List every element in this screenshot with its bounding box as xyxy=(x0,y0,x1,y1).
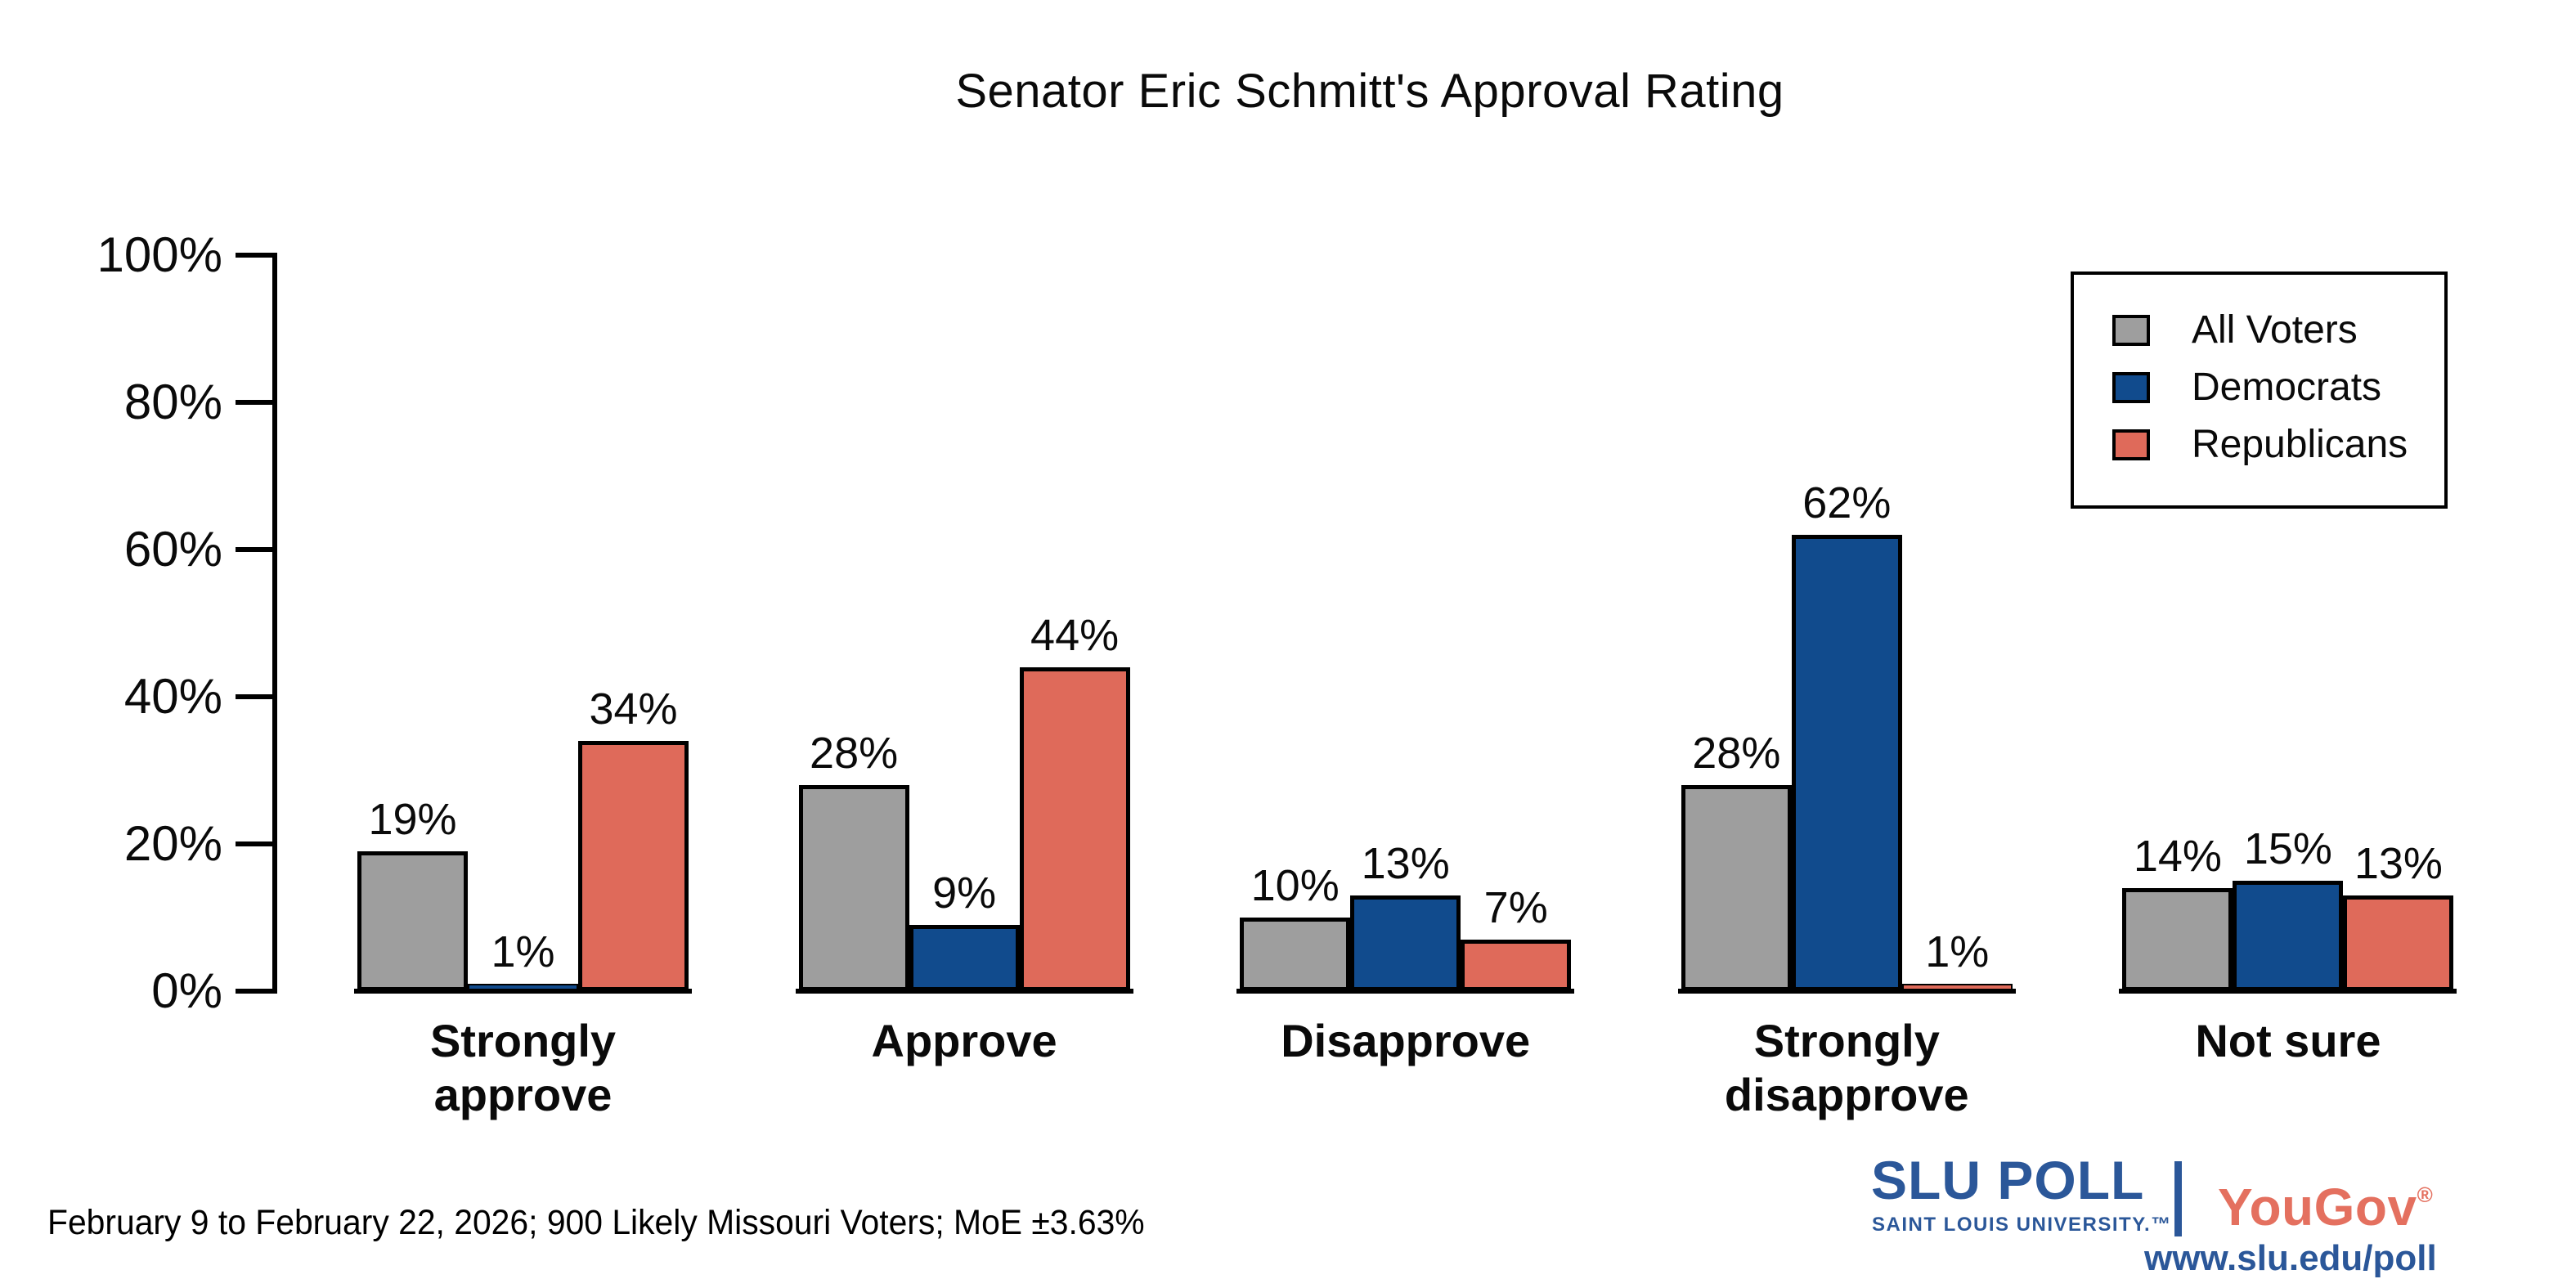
bar-democrats-strongly-disapprove xyxy=(1791,535,1902,991)
category-label-approve: Approve xyxy=(871,1015,1057,1066)
value-label-democrats-approve: 9% xyxy=(932,868,997,918)
y-axis-tick-80 xyxy=(236,400,272,405)
bar-all-voters-strongly-disapprove xyxy=(1681,785,1792,991)
legend-swatch-republicans xyxy=(2112,429,2150,460)
y-axis-tick-label-60: 60% xyxy=(123,522,222,577)
slu-university-logo-subtitle: SAINT LOUIS UNIVERSITY.™ xyxy=(1872,1214,2172,1236)
legend-box: All Voters Democrats Republicans xyxy=(2071,272,2448,509)
category-label-not-sure: Not sure xyxy=(2195,1015,2381,1066)
value-label-republicans-approve: 44% xyxy=(1030,611,1120,660)
y-axis-tick-60 xyxy=(236,547,272,552)
value-label-democrats-not-sure: 15% xyxy=(2243,824,2332,873)
value-label-all-voters-not-sure: 14% xyxy=(2133,832,2222,881)
logo-separator-bar xyxy=(2174,1161,2182,1236)
y-axis-tick-label-80: 80% xyxy=(123,375,222,429)
bar-republicans-disapprove xyxy=(1461,940,1572,991)
value-label-all-voters-disapprove: 10% xyxy=(1250,861,1340,910)
value-label-all-voters-strongly-approve: 19% xyxy=(368,795,457,844)
value-label-democrats-strongly-disapprove: 62% xyxy=(1802,478,1892,527)
group-baseline-approve xyxy=(795,989,1133,994)
value-label-republicans-disapprove: 7% xyxy=(1483,883,1548,932)
slu-poll-url: www.slu.edu/poll xyxy=(2144,1238,2437,1278)
bar-all-voters-disapprove xyxy=(1240,918,1351,991)
y-axis-tick-label-40: 40% xyxy=(123,669,222,724)
slu-poll-logo: SLU POLL xyxy=(1871,1150,2145,1210)
legend-label-democrats: Democrats xyxy=(2192,366,2382,409)
bar-republicans-approve xyxy=(1019,667,1130,991)
y-axis-line xyxy=(272,253,277,994)
yougov-logo: YouGov® xyxy=(2218,1166,2433,1236)
value-label-democrats-disapprove: 13% xyxy=(1361,839,1450,888)
group-baseline-strongly-approve xyxy=(354,989,692,994)
legend-label-republicans: Republicans xyxy=(2192,423,2408,466)
value-label-all-voters-approve: 28% xyxy=(810,729,899,778)
bar-democrats-approve xyxy=(909,925,1020,991)
y-axis-tick-0 xyxy=(236,989,272,994)
y-axis-tick-20 xyxy=(236,841,272,846)
value-label-republicans-strongly-disapprove: 1% xyxy=(1925,927,1990,976)
group-baseline-not-sure xyxy=(2119,989,2457,994)
y-axis-tick-label-0: 0% xyxy=(151,963,222,1018)
bar-all-voters-approve xyxy=(798,785,909,991)
value-label-all-voters-strongly-disapprove: 28% xyxy=(1692,729,1781,778)
bar-democrats-disapprove xyxy=(1350,895,1461,991)
yougov-logo-text: YouGov xyxy=(2218,1178,2417,1236)
y-axis-tick-100 xyxy=(236,253,272,258)
group-baseline-disapprove xyxy=(1236,989,1575,994)
footer-methodology-note: February 9 to February 22, 2026; 900 Lik… xyxy=(47,1203,1145,1242)
group-baseline-strongly-disapprove xyxy=(1677,989,2016,994)
y-axis-tick-40 xyxy=(236,694,272,699)
value-label-republicans-strongly-approve: 34% xyxy=(589,684,678,734)
bar-all-voters-not-sure xyxy=(2122,888,2233,991)
chart-title: Senator Eric Schmitt's Approval Rating xyxy=(955,65,1784,118)
bar-republicans-not-sure xyxy=(2343,895,2454,991)
legend-label-all-voters: All Voters xyxy=(2192,308,2358,352)
legend-swatch-democrats xyxy=(2112,372,2150,403)
value-label-democrats-strongly-approve: 1% xyxy=(491,927,555,976)
value-label-republicans-not-sure: 13% xyxy=(2354,839,2443,888)
bar-democrats-not-sure xyxy=(2233,881,2344,991)
category-label-strongly-disapprove: Strongly disapprove xyxy=(1724,1015,1969,1120)
y-axis-tick-label-20: 20% xyxy=(123,816,222,871)
bar-republicans-strongly-approve xyxy=(578,741,689,991)
registered-trademark-icon: ® xyxy=(2417,1183,2434,1207)
y-axis-tick-label-100: 100% xyxy=(96,227,222,282)
legend-swatch-all-voters xyxy=(2112,315,2150,346)
category-label-disapprove: Disapprove xyxy=(1281,1015,1531,1066)
category-label-strongly-approve: Strongly approve xyxy=(429,1015,617,1120)
